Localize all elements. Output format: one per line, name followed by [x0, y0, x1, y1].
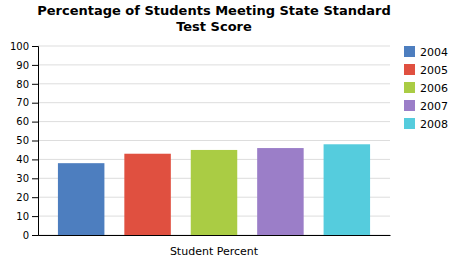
- y-tick: 30: [16, 173, 38, 184]
- grid-line: [38, 83, 390, 84]
- y-axis: 0 10 20 30 40 50 60 70 80 90 100: [10, 41, 39, 241]
- y-tick-mark: [32, 141, 38, 142]
- y-tick: 70: [16, 97, 38, 108]
- bars: [58, 144, 370, 235]
- y-tick-label: 50: [16, 135, 29, 146]
- chart-svg: 0 10 20 30 40 50 60 70 80 90 100 Student Percent Per…: [0, 0, 474, 265]
- grid: [38, 46, 390, 235]
- y-tick: 90: [16, 60, 38, 71]
- legend-label: 2004: [420, 46, 448, 59]
- legend-swatch: [404, 64, 415, 75]
- y-tick-label: 90: [16, 60, 29, 71]
- y-tick-label: 20: [16, 192, 29, 203]
- legend-label: 2007: [420, 100, 448, 113]
- x-axis-title: Student Percent: [170, 245, 259, 258]
- bar: [324, 144, 370, 235]
- y-tick-mark: [32, 122, 38, 123]
- chart-title-line: Test Score: [176, 19, 252, 34]
- y-tick-label: 80: [16, 79, 29, 90]
- y-tick-mark: [32, 178, 38, 179]
- y-tick-label: 40: [16, 154, 29, 165]
- bar: [124, 154, 170, 235]
- y-tick-mark: [32, 235, 38, 236]
- x-axis-line: [39, 235, 391, 236]
- bar: [257, 148, 303, 235]
- legend-item: 2008: [404, 118, 448, 131]
- legend-item: 2005: [404, 64, 448, 77]
- legend-label: 2005: [420, 64, 448, 77]
- y-tick-label: 0: [23, 230, 29, 241]
- y-tick: 100: [10, 41, 38, 52]
- y-tick: 20: [16, 192, 38, 203]
- grid-line: [38, 102, 390, 103]
- legend-item: 2006: [404, 82, 448, 95]
- y-tick-mark: [32, 65, 38, 66]
- plot-area: 0 10 20 30 40 50 60 70 80 90 100: [10, 41, 391, 241]
- y-tick-mark: [32, 84, 38, 85]
- y-tick-mark: [32, 103, 38, 104]
- y-tick: 60: [16, 116, 38, 127]
- y-tick-mark: [32, 197, 38, 198]
- grid-line: [38, 121, 390, 122]
- legend-swatch: [404, 118, 415, 129]
- y-tick: 0: [23, 230, 38, 241]
- y-axis-line: [32, 47, 39, 236]
- y-tick: 10: [16, 211, 38, 222]
- y-tick-label: 60: [16, 116, 29, 127]
- legend-swatch: [404, 82, 415, 93]
- chart-title-line: Percentage of Students Meeting State Sta…: [37, 3, 391, 18]
- y-tick-mark: [32, 46, 38, 47]
- y-tick-label: 70: [16, 97, 29, 108]
- y-tick: 40: [16, 154, 38, 165]
- legend-item: 2007: [404, 100, 448, 113]
- bar: [58, 163, 104, 235]
- grid-line: [38, 64, 390, 65]
- y-tick-mark: [32, 216, 38, 217]
- x-axis: [39, 235, 391, 236]
- grid-line: [38, 46, 390, 47]
- y-tick-label: 10: [16, 211, 29, 222]
- legend-item: 2004: [404, 46, 448, 59]
- y-tick-label: 30: [16, 173, 29, 184]
- chart-title: Percentage of Students Meeting State Sta…: [37, 3, 391, 34]
- bar: [191, 150, 237, 235]
- legend: 2004 2005 2006 2007 2008: [404, 46, 448, 131]
- legend-swatch: [404, 46, 415, 57]
- legend-swatch: [404, 100, 415, 111]
- legend-label: 2006: [420, 82, 448, 95]
- legend-label: 2008: [420, 118, 448, 131]
- y-tick-mark: [32, 159, 38, 160]
- grid-line: [38, 140, 390, 141]
- y-tick: 80: [16, 79, 38, 90]
- y-tick-label: 100: [10, 41, 29, 52]
- y-tick: 50: [16, 135, 38, 146]
